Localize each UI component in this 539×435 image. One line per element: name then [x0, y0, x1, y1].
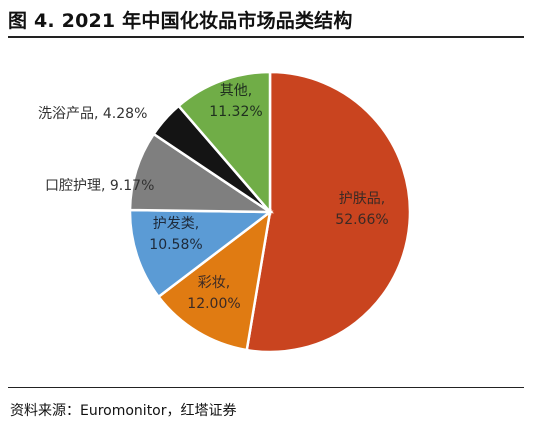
pie-slice-haircare — [128, 208, 274, 299]
slice-label-other: 其他, 11.32% — [209, 83, 262, 120]
slice-label-haircare: 护发类, 10.58% — [149, 216, 202, 253]
figure-title: 图 4. 2021 年中国化妆品市场品类结构 — [8, 10, 353, 32]
pie-slice-other — [176, 70, 272, 216]
pie-slice-skincare — [245, 70, 412, 354]
pie-slice-oralcare — [128, 132, 275, 214]
source-note: 资料来源：Euromonitor，红塔证券 — [10, 403, 237, 419]
title-divider — [8, 36, 524, 38]
source-divider — [8, 387, 524, 388]
pie-slice-makeup — [156, 209, 272, 352]
slice-label-makeup: 彩妆, 12.00% — [187, 275, 240, 312]
slice-label-oralcare: 口腔护理, 9.17% — [45, 178, 154, 194]
slice-label-skincare: 护肤品, 52.66% — [335, 191, 388, 228]
slice-label-bath: 洗浴产品, 4.28% — [38, 106, 147, 122]
